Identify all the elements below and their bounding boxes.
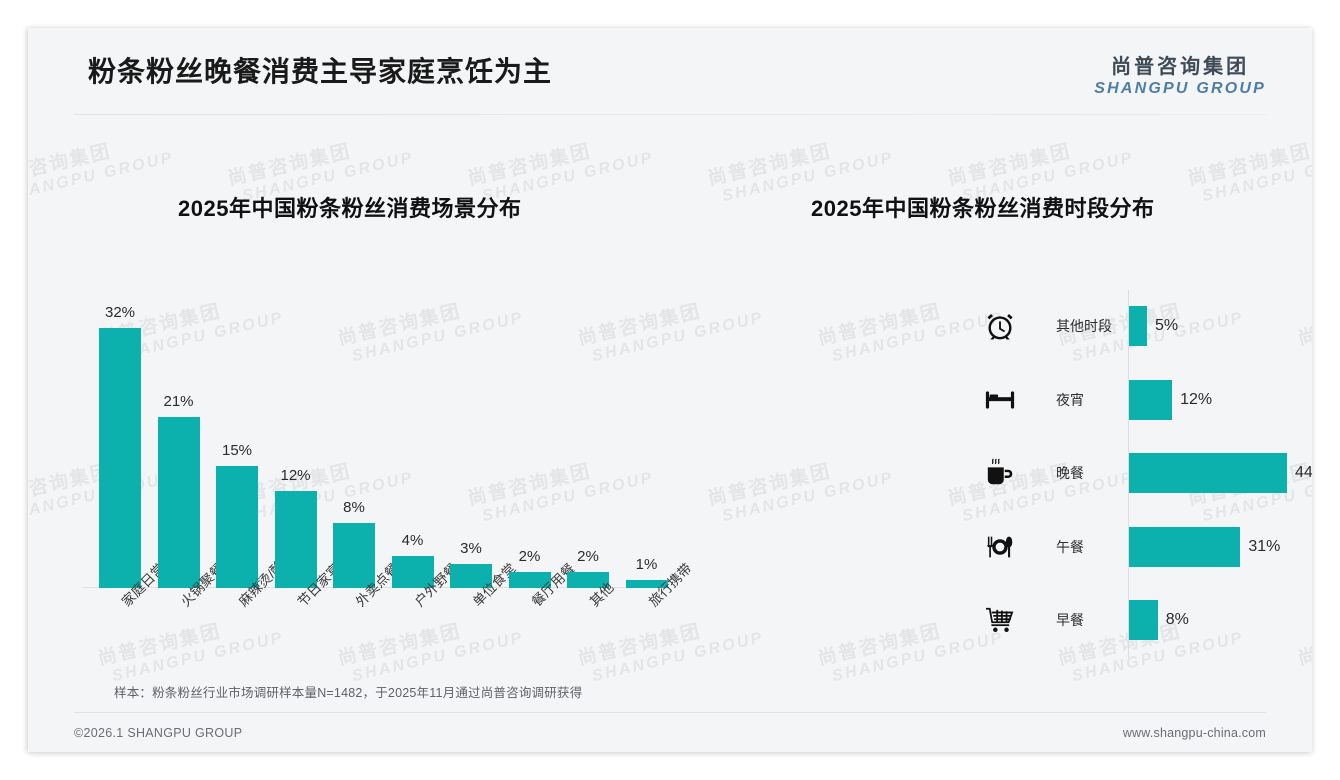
hot-beverage-icon: [980, 453, 1020, 493]
bar-value-label: 1%: [635, 555, 658, 573]
vertical-bar[interactable]: [99, 328, 141, 588]
bar-value-label: 21%: [163, 393, 194, 411]
bar-row: 夜宵 12%: [958, 364, 1308, 436]
right-chart-title: 2025年中国粉条粉丝消费时段分布: [811, 196, 1155, 221]
brand-logo: 尚普咨询集团 SHANGPU GROUP: [1094, 56, 1266, 98]
bar-group: 2% 餐厅用餐: [503, 268, 577, 609]
bar-value-label: 32%: [104, 304, 136, 321]
bar-value-label: 4%: [401, 531, 424, 549]
header-divider: [74, 114, 1266, 115]
bar-value-label: 31%: [1248, 537, 1281, 555]
horizontal-bar[interactable]: [1129, 379, 1173, 420]
bar-group: 8% 外卖点餐: [327, 268, 402, 609]
bar-row: 晚餐 44%: [958, 437, 1312, 509]
horizontal-bar[interactable]: [1129, 453, 1287, 493]
page-title: 粉条粉丝晚餐消费主导家庭烹饪为主: [88, 56, 553, 87]
slide-header: 粉条粉丝晚餐消费主导家庭烹饪为主 尚普咨询集团 SHANGPU GROUP: [28, 28, 1312, 114]
bar-group: 12% 节日家宴: [269, 268, 343, 609]
category-label: 早餐: [1056, 612, 1084, 628]
bar-group: 4% 户外野餐: [386, 268, 460, 609]
vertical-bar[interactable]: [508, 571, 551, 588]
footer-divider: [74, 712, 1266, 713]
right-chart-y-axis: [1128, 290, 1129, 658]
bar-group: 21% 火锅聚餐: [152, 268, 226, 609]
bar-value-label: 44%: [1295, 464, 1312, 481]
horizontal-bar[interactable]: [1129, 600, 1158, 640]
bar-group: 15%麻辣烫/酸辣粉店: [210, 268, 316, 609]
vertical-bar[interactable]: [274, 490, 317, 588]
alarm-clock-icon: [980, 306, 1020, 346]
bar-value-label: 5%: [1154, 317, 1179, 334]
category-label: 夜宵: [1056, 391, 1084, 408]
plate-cutlery-icon: [980, 527, 1020, 567]
bar-row: 早餐 8%: [958, 584, 1308, 656]
slide-footer: ©2026.1 SHANGPU GROUP www.shangpu-china.…: [28, 718, 1312, 752]
logo-chinese-text: 尚普咨询集团: [1111, 56, 1250, 78]
sample-footnote: 样本：粉条粉丝行业市场调研样本量N=1482，于2025年11月通过尚普咨询调研…: [114, 686, 583, 700]
bar-group: 1% 旅行携带: [620, 268, 694, 609]
bed-icon: [980, 380, 1020, 420]
vertical-bar[interactable]: [157, 417, 200, 588]
bar-value-label: 2%: [577, 547, 599, 565]
slide-card: 尚普咨询集团 SHANGPU GROUP 尚普咨询集团 SHANGPU GROUP 尚普…: [28, 28, 1312, 752]
horizontal-bar[interactable]: [1129, 306, 1147, 346]
bar-value-label: 15%: [221, 442, 253, 460]
vertical-bar[interactable]: [216, 466, 258, 588]
bar-row: 其他时段 5%: [958, 290, 1308, 362]
copyright-text: ©2026.1 SHANGPU GROUP: [74, 726, 243, 740]
consumption-scenario-bar-chart: 32%家庭日常烹饪21%火锅聚餐15%麻辣烫/酸辣粉店12%节日家宴8%外卖点餐…: [83, 268, 694, 609]
bar-value-label: 12%: [280, 466, 311, 484]
bar-group: 2% 其他: [561, 268, 617, 609]
vertical-bar[interactable]: [391, 555, 434, 588]
charts-container: 2025年中国粉条粉丝消费场景分布 32%家庭日常烹饪21%火锅聚餐15%麻辣烫…: [28, 28, 1312, 752]
category-label: 晚餐: [1056, 465, 1084, 481]
horizontal-bar[interactable]: [1129, 526, 1241, 567]
shopping-cart-icon: [980, 600, 1020, 640]
bar-value-label: 12%: [1180, 390, 1213, 408]
vertical-bar[interactable]: [333, 523, 375, 588]
bar-group: 3% 单位食堂: [444, 268, 519, 609]
category-label: 其他时段: [1056, 318, 1112, 334]
vertical-bar[interactable]: [567, 571, 609, 588]
bar-value-label: 3%: [460, 539, 482, 557]
bar-value-label: 8%: [1165, 611, 1189, 628]
logo-english-text: SHANGPU GROUP: [1094, 80, 1266, 97]
left-chart-title: 2025年中国粉条粉丝消费场景分布: [178, 196, 522, 221]
category-label: 午餐: [1056, 538, 1084, 555]
bar-value-label: 8%: [343, 499, 365, 516]
bar-row: 午餐 31%: [958, 511, 1308, 583]
website-text: www.shangpu-china.com: [1122, 726, 1266, 740]
bar-group: 32% 家庭日常烹饪: [93, 268, 187, 609]
bar-value-label: 2%: [518, 547, 541, 565]
vertical-bar[interactable]: [450, 563, 492, 588]
vertical-bar[interactable]: [625, 579, 668, 588]
consumption-time-slot-bar-chart: 其他时段 5% 夜宵 12% 晚餐 44% 午餐 31% 早餐 8%: [958, 290, 1312, 658]
